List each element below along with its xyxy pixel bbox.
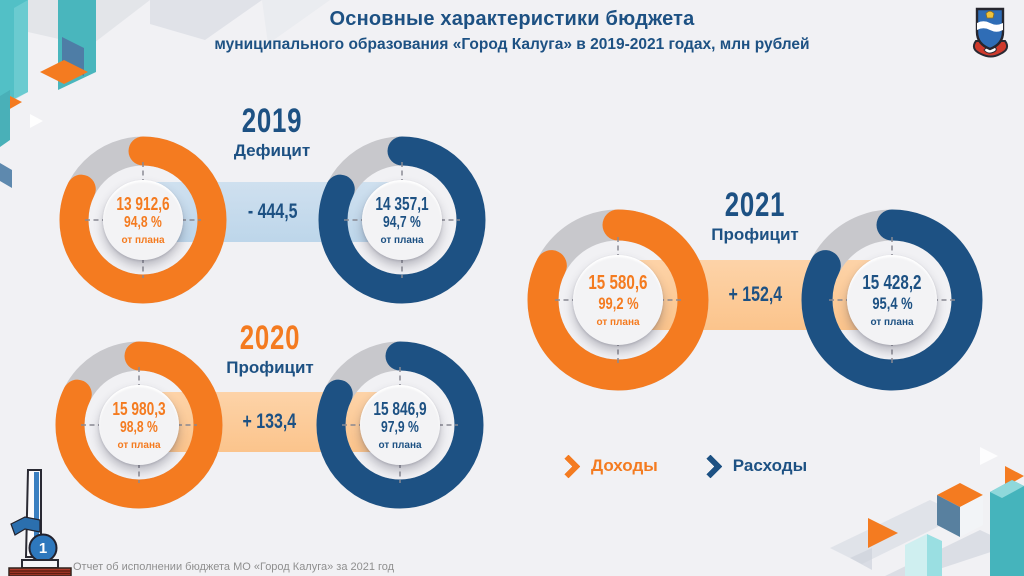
balance-label-2019: Дефицит [233, 141, 311, 160]
year-2020: 2020 [239, 319, 301, 357]
balance-band-2020: + 133,4 [139, 392, 400, 452]
donut-hub: 15 846,9 97,9 % от плана [360, 385, 440, 465]
legend-label-income: Доходы [591, 456, 658, 475]
donut-hub: 15 980,3 98,8 % от плана [99, 385, 179, 465]
expense-percent: 95,4 % [871, 294, 913, 313]
income-caption: от плана [117, 440, 161, 451]
page-number: 1 [39, 540, 47, 557]
expense-caption: от плана [378, 440, 422, 451]
donut-2021-expense: 15 428,2 95,4 % от плана [801, 209, 983, 391]
bottomright-decor-cubes [830, 447, 1024, 576]
legend-item-income: Доходы [556, 453, 658, 479]
donut-2020-income: 15 980,3 98,8 % от плана [55, 341, 223, 509]
year-2021: 2021 [724, 186, 786, 224]
income-caption: от плана [121, 235, 165, 246]
expense-caption: от плана [380, 235, 424, 246]
group-2020-header: 2020 Профицит [160, 321, 380, 378]
balance-value-2021: + 152,4 [728, 283, 782, 306]
legend-label-expense: Расходы [732, 456, 808, 475]
page-subtitle: муниципального образования «Город Калуга… [214, 36, 810, 53]
donut-hub: 15 580,6 99,2 % от плана [573, 255, 663, 345]
donut-hub: 15 428,2 95,4 % от плана [847, 255, 937, 345]
footer-text: Отчет об исполнении бюджета МО «Город Ка… [73, 561, 395, 573]
income-caption: от плана [596, 317, 640, 328]
expense-value: 15 428,2 [862, 272, 922, 294]
expense-percent: 94,7 % [383, 214, 421, 231]
year-2019: 2019 [241, 102, 303, 140]
legend-item-expense: Расходы [698, 453, 808, 479]
income-percent: 94,8 % [124, 214, 162, 231]
income-percent: 98,8 % [120, 419, 158, 436]
donut-hub: 14 357,1 94,7 % от плана [362, 180, 442, 260]
income-value: 15 980,3 [112, 399, 166, 419]
expense-percent: 97,9 % [381, 419, 419, 436]
income-value: 15 580,6 [588, 272, 648, 294]
kaluga-monument-illustration: 1 [8, 469, 72, 576]
expense-value: 14 357,1 [375, 194, 429, 214]
balance-band-2019: - 444,5 [143, 182, 402, 242]
expense-value: 15 846,9 [373, 399, 427, 419]
legend: Доходы Расходы [556, 452, 808, 480]
expense-caption: от плана [870, 317, 914, 328]
donut-2019-expense: 14 357,1 94,7 % от плана [318, 136, 486, 304]
balance-label-2020: Профицит [226, 358, 314, 377]
balance-value-2020: + 133,4 [242, 410, 297, 433]
balance-value-2019: - 444,5 [247, 200, 298, 223]
donut-hub: 13 912,6 94,8 % от плана [103, 180, 183, 260]
balance-label-2021: Профицит [711, 225, 799, 244]
group-2021-header: 2021 Профицит [645, 188, 865, 245]
group-2019-header: 2019 Дефицит [162, 104, 382, 161]
chevron-right-icon [698, 453, 723, 479]
donut-2019-income: 13 912,6 94,8 % от плана [59, 136, 227, 304]
income-percent: 99,2 % [597, 294, 639, 313]
donut-2020-expense: 15 846,9 97,9 % от плана [316, 341, 484, 509]
chevron-right-icon [556, 453, 581, 479]
income-value: 13 912,6 [116, 194, 170, 214]
balance-band-2021: + 152,4 [618, 260, 892, 330]
page-title: Основные характеристики бюджета [329, 8, 695, 30]
donut-2021-income: 15 580,6 99,2 % от плана [527, 209, 709, 391]
